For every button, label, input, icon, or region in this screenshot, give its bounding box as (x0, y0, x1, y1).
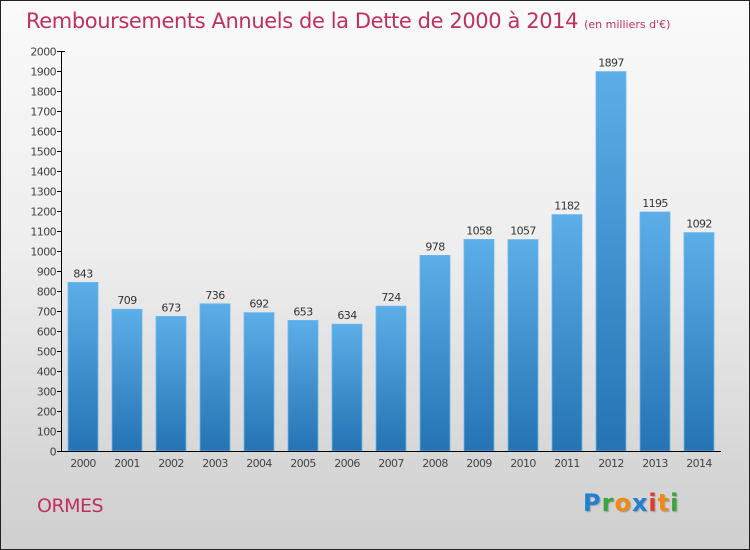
bar-2013 (639, 211, 671, 452)
y-tick-label: 600 (37, 326, 57, 339)
data-label-2003: 736 (205, 289, 225, 302)
bar-2006 (331, 323, 363, 452)
y-tick-label: 700 (37, 306, 57, 319)
data-label-2008: 978 (425, 240, 445, 253)
x-axis: 2000 2001 2002 2003 2004 2005 2006 2007 2008 2009… (61, 451, 721, 470)
chart-unit: (en milliers d'€) (584, 18, 671, 31)
logo-letter: r (601, 489, 615, 517)
bar-2007 (375, 305, 407, 452)
x-tick-label: 2013 (642, 457, 668, 470)
bar-2000 (67, 281, 99, 452)
data-label-2007: 724 (381, 291, 401, 304)
y-tick-label: 200 (37, 406, 57, 419)
y-tick-label: 1600 (30, 126, 56, 139)
x-tick-label: 2011 (554, 457, 580, 470)
x-tick-label: 2005 (290, 457, 316, 470)
logo-letter: o (614, 489, 632, 517)
y-tick-label: 400 (37, 366, 57, 379)
data-label-2011: 1182 (554, 200, 580, 213)
y-tick-label: 900 (37, 266, 57, 279)
logo-letter: P (583, 489, 602, 517)
proxiti-logo[interactable]: Proxiti (583, 489, 679, 517)
y-tick-label: 1800 (30, 86, 56, 99)
y-tick-label: 1700 (30, 106, 56, 119)
bar-2002 (155, 315, 187, 452)
y-tick-label: 1300 (30, 186, 56, 199)
y-tick-label: 100 (37, 426, 57, 439)
y-tick-label: 2000 (30, 46, 56, 59)
data-label-2012: 1897 (598, 57, 624, 70)
data-label-2001: 709 (117, 294, 137, 307)
logo-letter: i (648, 489, 658, 517)
y-axis: 0 100 200 300 400 500 600 700 800 900 1000 1100 1200… (30, 46, 65, 459)
data-label-2013: 1195 (642, 197, 668, 210)
bar-2014 (683, 232, 715, 452)
data-label-2009: 1058 (466, 224, 492, 237)
bar-2003 (199, 303, 231, 452)
x-tick-label: 2010 (510, 457, 536, 470)
data-label-2005: 653 (293, 305, 313, 318)
y-tick-label: 1900 (30, 66, 56, 79)
logo-letter: t (657, 489, 671, 517)
bar-2001 (111, 308, 143, 452)
x-tick-label: 2012 (598, 457, 624, 470)
x-tick-label: 2001 (114, 457, 140, 470)
y-tick-label: 1500 (30, 146, 56, 159)
data-label-2004: 692 (249, 298, 268, 311)
y-tick-label: 1000 (30, 246, 56, 259)
chart-title: Remboursements Annuels de la Dette de 20… (26, 9, 670, 33)
data-label-2002: 673 (161, 301, 181, 314)
y-tick-label: 0 (50, 446, 57, 459)
data-label-2006: 634 (337, 309, 357, 322)
y-tick-label: 1200 (30, 206, 56, 219)
x-tick-label: 2000 (70, 457, 96, 470)
y-tick-label: 300 (37, 386, 57, 399)
logo-letter: i (670, 489, 680, 517)
x-tick-label: 2014 (686, 457, 712, 470)
bar-2009 (463, 238, 495, 452)
bar-2004 (243, 312, 275, 452)
x-tick-label: 2003 (202, 457, 228, 470)
x-tick-label: 2007 (378, 457, 404, 470)
chart-title-text: Remboursements Annuels de la Dette de 20… (26, 9, 579, 33)
bar-2011 (551, 214, 583, 452)
bar-2012 (595, 71, 627, 452)
bar-2008 (419, 254, 451, 452)
data-label-2014: 1092 (686, 218, 712, 231)
bar-2005 (287, 319, 319, 452)
y-tick-label: 1400 (30, 166, 56, 179)
y-tick-label: 500 (37, 346, 57, 359)
x-tick-label: 2002 (158, 457, 184, 470)
x-tick-label: 2008 (422, 457, 448, 470)
logo-letter: x (631, 489, 649, 517)
x-tick-label: 2004 (246, 457, 272, 470)
x-tick-label: 2006 (334, 457, 360, 470)
bars-group: 843 709 673 736 692 653 634 724 978 1058 1057 1182 1… (67, 57, 715, 452)
y-tick-label: 800 (37, 286, 57, 299)
x-tick-label: 2009 (466, 457, 492, 470)
data-label-2000: 843 (73, 267, 93, 280)
y-tick-label: 1100 (30, 226, 56, 239)
place-name: ORMES (37, 495, 104, 517)
bar-2010 (507, 239, 539, 452)
data-label-2010: 1057 (510, 225, 536, 238)
